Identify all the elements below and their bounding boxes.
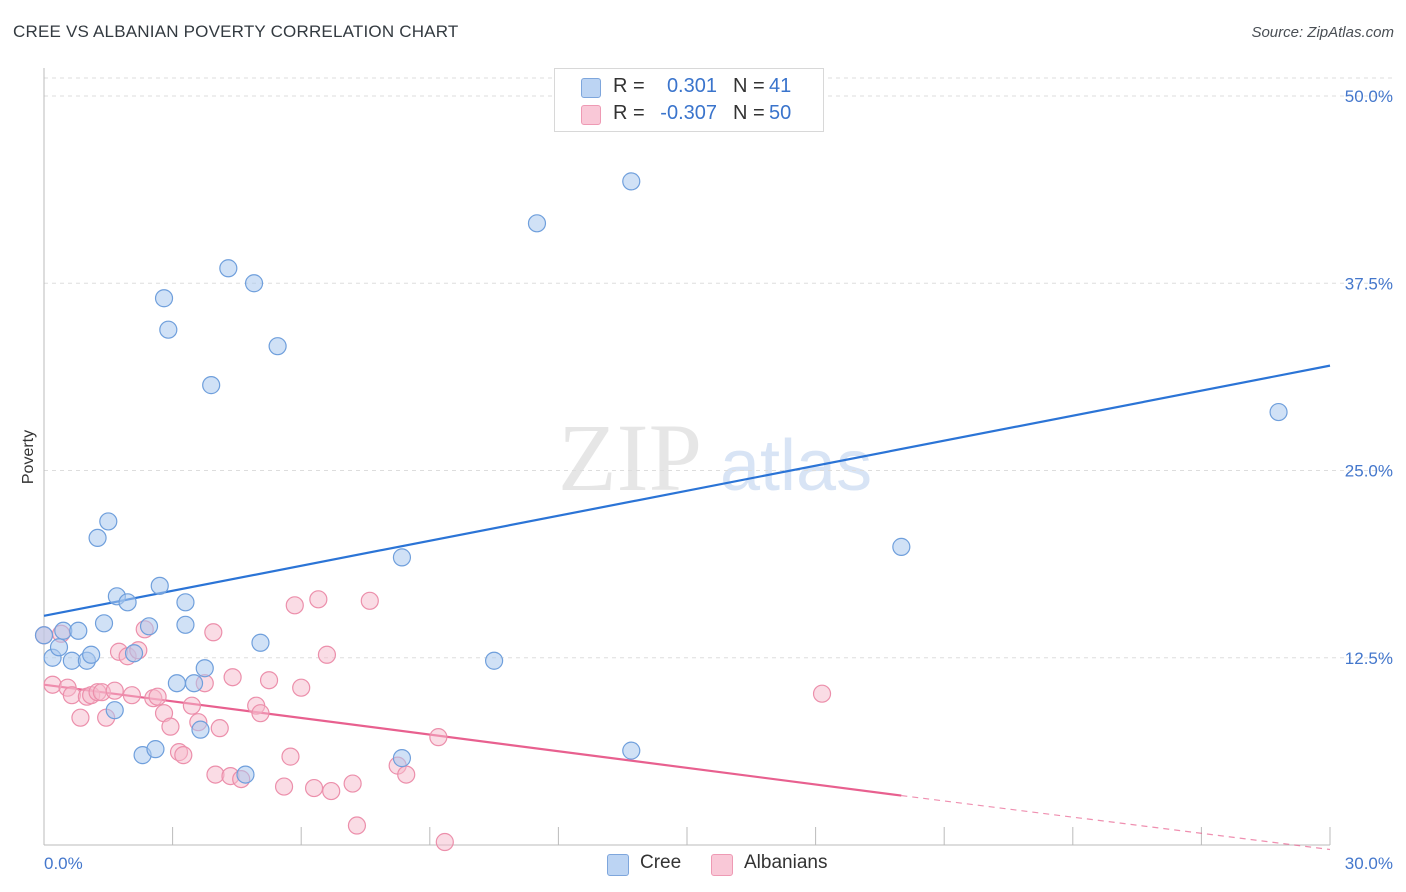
albanians-point — [309, 590, 328, 609]
cree-point — [485, 651, 504, 670]
cree-point — [244, 274, 264, 293]
legend-label-cree: Cree — [640, 852, 682, 873]
albanians-point — [43, 675, 62, 694]
albanians-point — [292, 678, 311, 697]
albanians-point — [148, 687, 167, 706]
cree-point — [219, 259, 238, 278]
y-tick-label-50: 50.0% — [1345, 87, 1393, 106]
albanians-point — [161, 717, 180, 736]
cree-point — [1269, 402, 1288, 422]
albanians-point — [322, 781, 341, 801]
cree-point — [195, 659, 214, 678]
legend-n-value: 41 — [769, 75, 792, 97]
albanians-point — [71, 708, 90, 727]
y-tick-label-25: 25.0% — [1345, 462, 1393, 481]
albanians-point — [251, 704, 270, 723]
cree-point — [527, 214, 547, 233]
legend-swatch-albanians — [581, 105, 601, 125]
albanians-point — [435, 832, 454, 852]
cree-point — [167, 674, 186, 693]
cree-point — [105, 701, 124, 720]
cree-point — [251, 633, 270, 652]
cree-point — [892, 537, 911, 556]
watermark-zip: ZIP — [558, 404, 702, 511]
cree-point — [94, 614, 114, 633]
x-tick-label-min: 0.0% — [44, 854, 83, 873]
legend-r-value: -0.307 — [660, 102, 717, 124]
albanians-point — [204, 623, 223, 642]
x-tick-label-max: 30.0% — [1345, 854, 1393, 873]
legend-row-cree: R = 0.301 N = 41 — [555, 74, 823, 101]
cree-point — [150, 576, 169, 595]
albanians-point — [429, 728, 448, 747]
albanians-trend-extension — [901, 794, 1331, 851]
cree-point — [99, 512, 118, 531]
cree-point — [191, 720, 210, 739]
legend-r-label: R = — [613, 75, 645, 97]
cree-point — [202, 376, 221, 395]
cree-point — [88, 528, 107, 548]
legend-row-albanians: R = -0.307 N = 50 — [555, 101, 823, 128]
cree-point — [184, 674, 204, 693]
albanians-point — [317, 645, 337, 664]
y-tick-label-12-5: 12.5% — [1345, 649, 1393, 668]
albanians-point — [206, 765, 225, 784]
source-label: Source: ZipAtlas.com — [1251, 24, 1394, 41]
cree-point — [82, 645, 101, 664]
albanians-point — [304, 778, 324, 798]
legend-r-value: 0.301 — [666, 75, 717, 97]
legend-swatch-cree — [581, 78, 601, 98]
cree-point — [268, 337, 287, 356]
y-axis-label: Poverty — [20, 430, 37, 484]
albanians-point — [62, 686, 81, 705]
albanians-point — [223, 668, 242, 687]
cree-point — [154, 289, 174, 308]
legend-n-label: N = — [733, 75, 765, 97]
albanians-point — [122, 686, 141, 705]
cree-point — [392, 749, 412, 768]
albanians-point — [281, 747, 300, 766]
cree-point — [49, 638, 69, 657]
albanians-point — [105, 681, 124, 700]
albanians-point — [343, 774, 362, 793]
cree-point — [176, 615, 195, 634]
legend-swatch-cree — [607, 854, 629, 876]
cree-point — [392, 548, 412, 567]
albanians-point — [360, 591, 379, 610]
cree-point — [622, 741, 641, 760]
cree-point — [69, 621, 88, 640]
albanians-point — [210, 719, 229, 738]
cree-point — [622, 172, 641, 191]
correlation-legend: R = 0.301 N = 41 R = -0.307 N = 50 — [554, 68, 824, 132]
cree-point — [139, 617, 159, 636]
legend-n-value: 50 — [769, 102, 792, 124]
albanians-point — [259, 671, 279, 690]
cree-point — [118, 593, 137, 612]
albanians-point — [174, 746, 193, 765]
cree-point — [146, 740, 165, 759]
legend-label-albanians: Albanians — [744, 852, 828, 873]
cree-point — [124, 644, 144, 663]
watermark-atlas: atlas — [720, 426, 872, 506]
albanians-point — [347, 816, 367, 835]
albanians-point — [274, 777, 294, 796]
cree-point — [34, 626, 54, 645]
y-tick-label-37-5: 37.5% — [1345, 274, 1393, 293]
albanians-point — [397, 765, 416, 784]
cree-point — [176, 593, 195, 612]
cree-point — [159, 320, 178, 339]
legend-swatch-albanians — [711, 854, 733, 876]
cree-point — [236, 765, 255, 784]
cree-trend-line — [43, 364, 1331, 617]
legend-r-label: R = — [613, 102, 645, 124]
legend-n-label: N = — [733, 102, 765, 124]
albanians-point — [182, 696, 201, 715]
albanians-point — [812, 684, 832, 703]
chart-title: CREE VS ALBANIAN POVERTY CORRELATION CHA… — [13, 22, 459, 41]
albanians-trend-line — [43, 683, 902, 797]
albanians-point — [285, 596, 304, 615]
